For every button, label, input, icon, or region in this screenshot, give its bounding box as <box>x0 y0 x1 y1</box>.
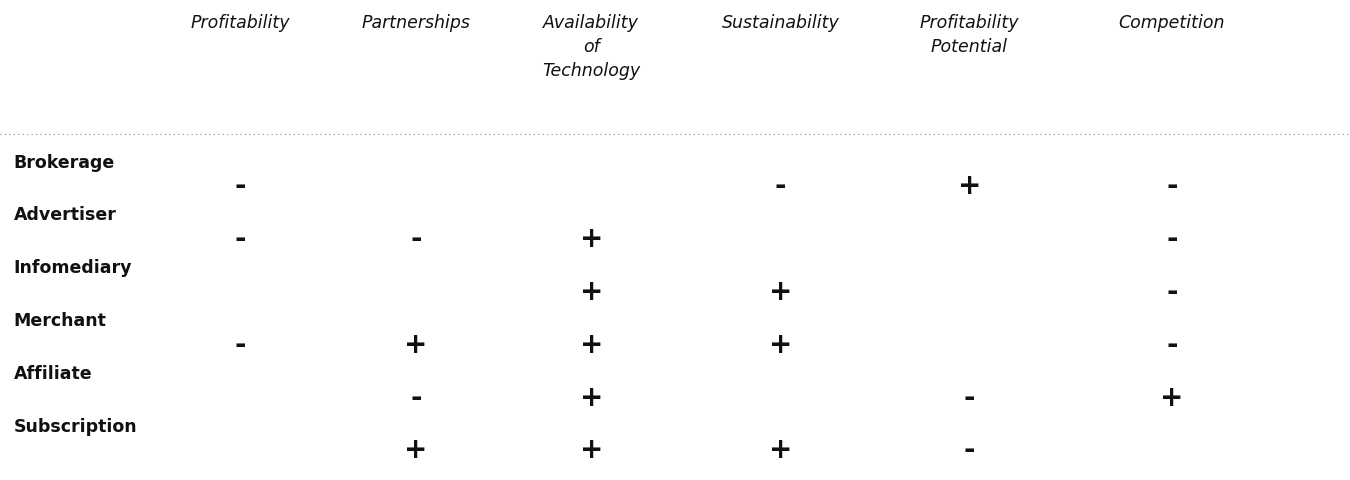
Text: +: + <box>768 331 792 359</box>
Text: Profitability
Potential: Profitability Potential <box>919 14 1019 56</box>
Text: -: - <box>1166 331 1177 359</box>
Text: -: - <box>1166 225 1177 253</box>
Text: +: + <box>579 436 603 464</box>
Text: Sustainability: Sustainability <box>721 14 840 33</box>
Text: +: + <box>579 384 603 411</box>
Text: -: - <box>410 225 421 253</box>
Text: -: - <box>410 384 421 411</box>
Text: +: + <box>957 172 981 200</box>
Text: Competition: Competition <box>1119 14 1224 33</box>
Text: -: - <box>235 225 246 253</box>
Text: +: + <box>768 278 792 306</box>
Text: Affiliate: Affiliate <box>14 365 92 383</box>
Text: Partnerships: Partnerships <box>362 14 470 33</box>
Text: Availability
of
Technology: Availability of Technology <box>543 14 640 80</box>
Text: -: - <box>775 172 786 200</box>
Text: Brokerage: Brokerage <box>14 154 115 171</box>
Text: Merchant: Merchant <box>14 312 107 330</box>
Text: -: - <box>964 436 975 464</box>
Text: Subscription: Subscription <box>14 418 138 436</box>
Text: +: + <box>404 331 428 359</box>
Text: Profitability: Profitability <box>190 14 290 33</box>
Text: -: - <box>235 172 246 200</box>
Text: Advertiser: Advertiser <box>14 206 116 224</box>
Text: +: + <box>404 436 428 464</box>
Text: -: - <box>964 384 975 411</box>
Text: -: - <box>235 331 246 359</box>
Text: +: + <box>768 436 792 464</box>
Text: +: + <box>579 278 603 306</box>
Text: Infomediary: Infomediary <box>14 259 132 277</box>
Text: +: + <box>579 225 603 253</box>
Text: +: + <box>1160 384 1184 411</box>
Text: -: - <box>1166 278 1177 306</box>
Text: +: + <box>579 331 603 359</box>
Text: -: - <box>1166 172 1177 200</box>
